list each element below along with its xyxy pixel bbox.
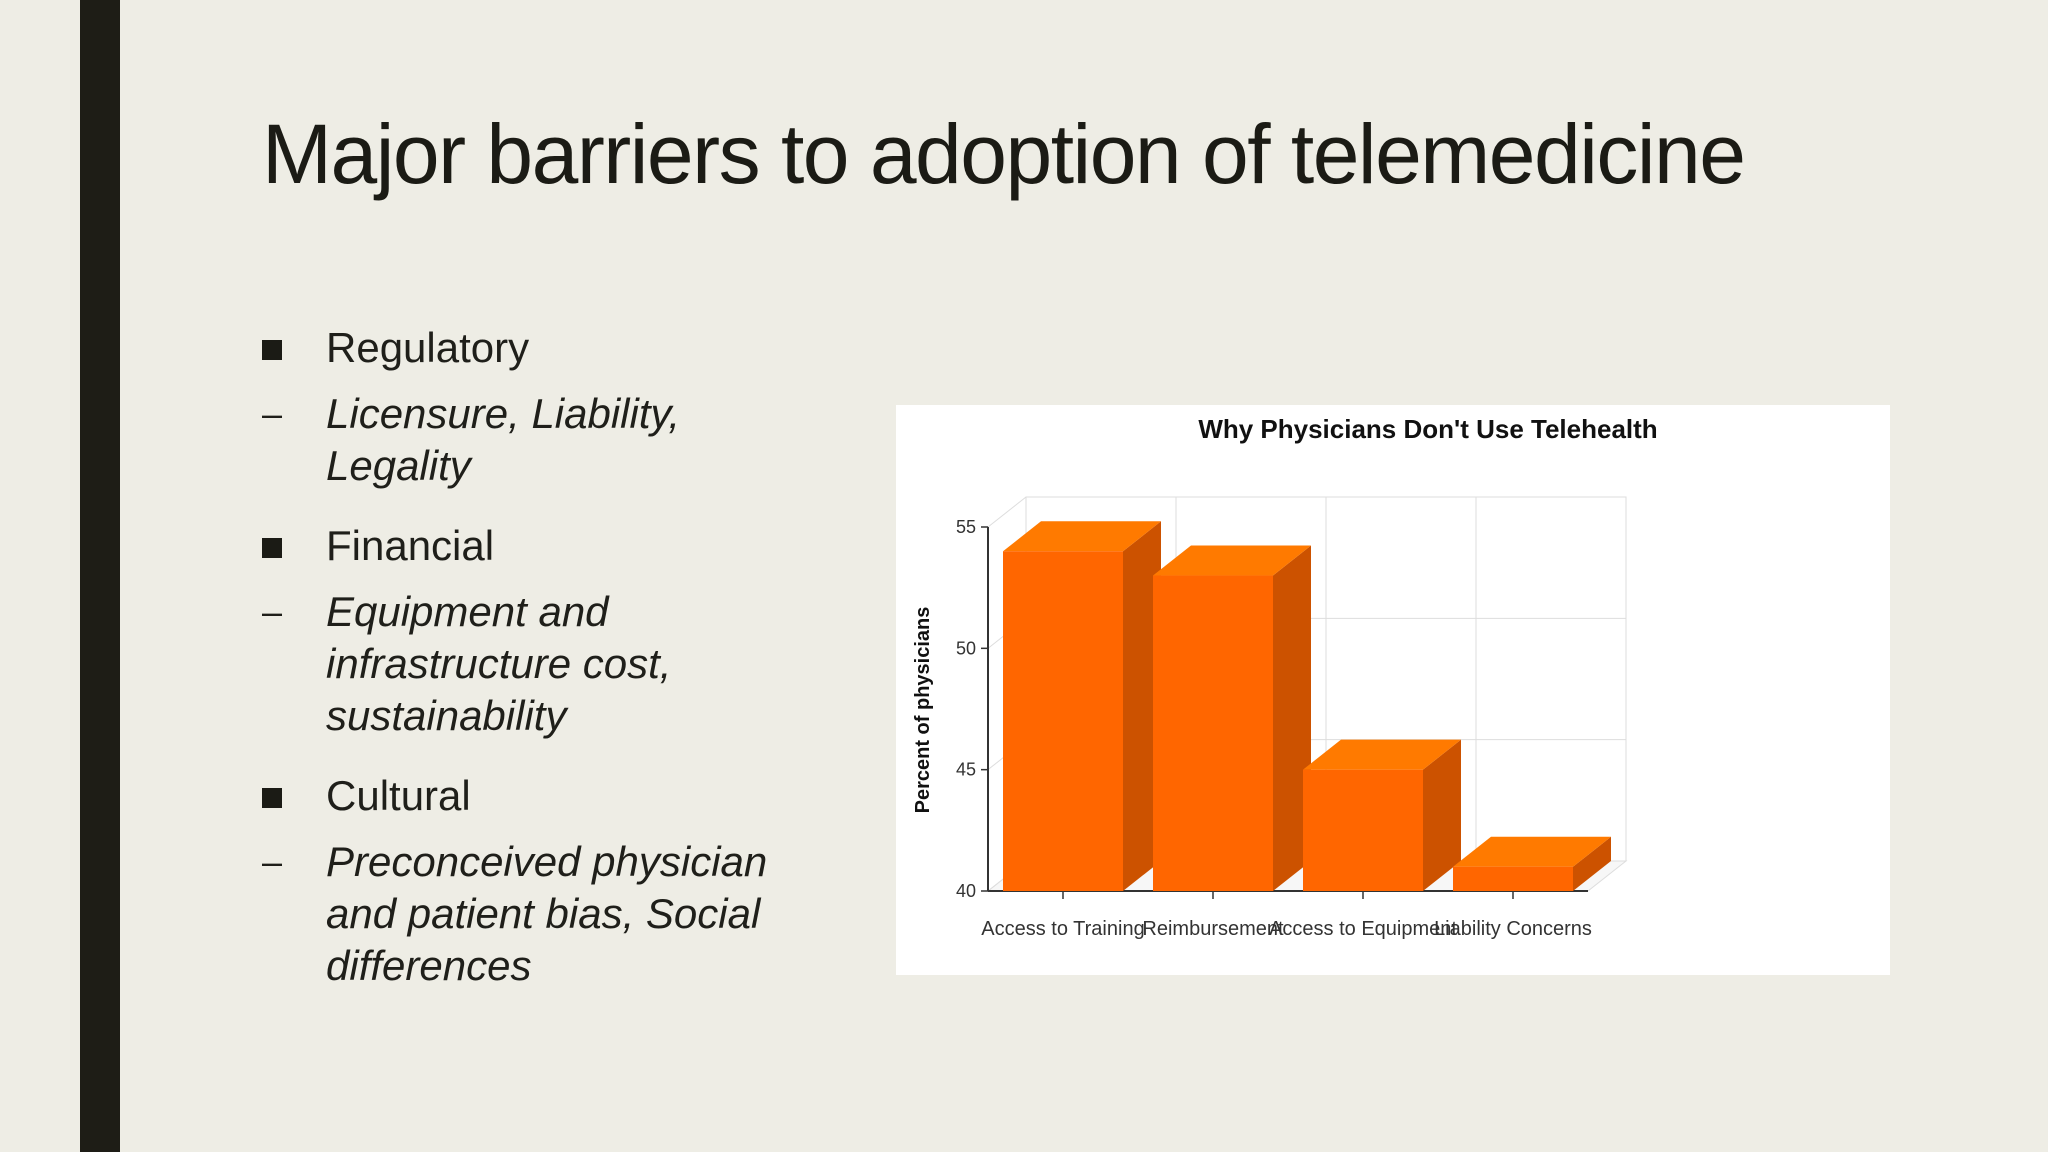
bar-side <box>1573 836 1611 891</box>
y-tick-label: 50 <box>956 638 976 658</box>
sub-bullet-financial: – Equipment and infrastructure cost, sus… <box>262 586 782 742</box>
y-tick-label: 40 <box>956 881 976 901</box>
bar <box>1303 769 1423 891</box>
y-tick-label: 45 <box>956 760 976 780</box>
bar <box>1453 866 1573 891</box>
bullet-financial: Financial <box>262 520 782 572</box>
x-tick-label: Liability Concerns <box>1434 918 1592 940</box>
y-axis-label: Percent of physicians <box>912 607 934 814</box>
side-accent-bar <box>80 0 120 1152</box>
square-bullet-icon <box>262 538 282 558</box>
bar-top <box>1153 545 1311 576</box>
x-tick-label: Access to Training <box>981 918 1144 940</box>
bullet-label: Cultural <box>326 772 471 819</box>
sub-bullet-regulatory: – Licensure, Liability, Legality <box>262 388 782 492</box>
bullet-regulatory: Regulatory <box>262 322 782 374</box>
bullet-label: Financial <box>326 522 495 569</box>
bar <box>1153 575 1273 891</box>
sub-bullet-text: Licensure, Liability, Legality <box>326 390 681 489</box>
chart-title: Why Physicians Don't Use Telehealth <box>1198 414 1657 444</box>
dash-bullet-icon: – <box>262 841 283 882</box>
bullet-cultural: Cultural <box>262 770 782 822</box>
bullet-list: Regulatory – Licensure, Liability, Legal… <box>262 322 782 1020</box>
sub-bullet-cultural: – Preconceived physician and patient bia… <box>262 836 782 992</box>
bar-chart: 40 45 50 55 Access to TrainingReimbursementA… <box>912 414 1658 940</box>
bar-top <box>1303 739 1461 770</box>
bar-side <box>1273 545 1311 891</box>
bullet-label: Regulatory <box>326 324 530 371</box>
slide-title: Major barriers to adoption of telemedici… <box>262 107 1746 201</box>
chart-panel: 40 45 50 55 Access to Training Reimbursement A… <box>896 405 1890 975</box>
square-bullet-icon <box>262 340 282 360</box>
bar-top <box>1453 836 1611 867</box>
y-tick-label: 55 <box>956 517 976 537</box>
sub-bullet-text: Equipment and infrastructure cost, susta… <box>326 588 672 739</box>
bar <box>1003 551 1123 891</box>
x-tick-label: Reimbursement <box>1142 918 1284 940</box>
bar-top <box>1003 521 1161 552</box>
square-bullet-icon <box>262 788 282 808</box>
bar-side <box>1423 739 1461 891</box>
gridline-diagonal <box>987 496 1027 528</box>
bar-side <box>1123 521 1161 891</box>
dash-bullet-icon: – <box>262 393 283 434</box>
sub-bullet-text: Preconceived physician and patient bias,… <box>326 838 768 989</box>
dash-bullet-icon: – <box>262 591 283 632</box>
x-tick-label: Access to Equipment <box>1269 918 1457 940</box>
